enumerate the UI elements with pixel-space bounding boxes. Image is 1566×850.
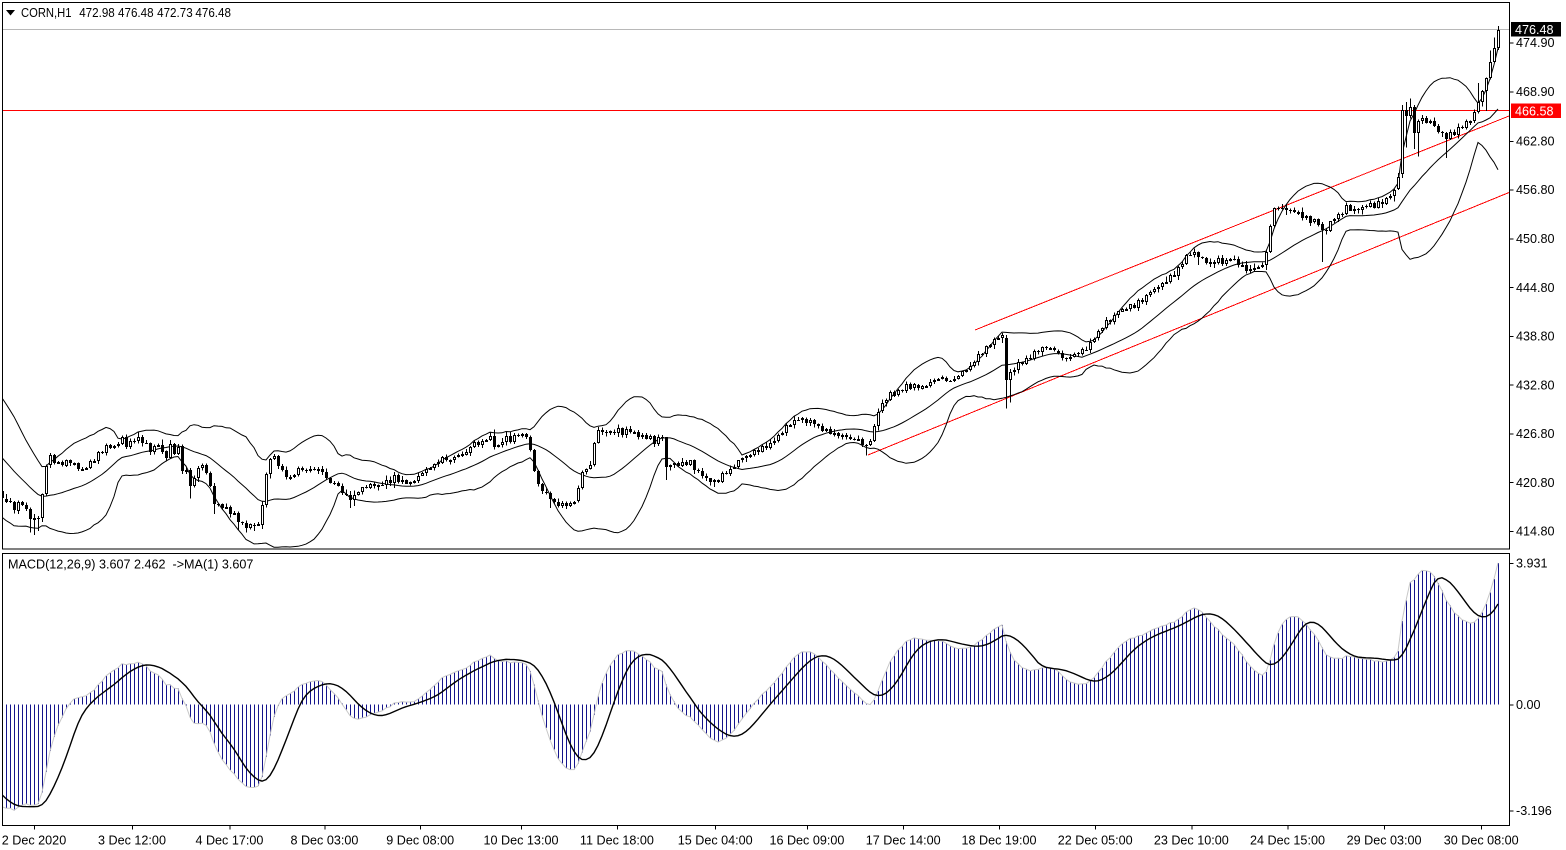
svg-text:3.931: 3.931 xyxy=(1516,557,1548,571)
svg-text:472.73: 472.73 xyxy=(157,6,193,20)
svg-text:8 Dec 03:00: 8 Dec 03:00 xyxy=(290,834,358,848)
svg-text:11 Dec 18:00: 11 Dec 18:00 xyxy=(580,834,654,848)
svg-text:438.80: 438.80 xyxy=(1516,330,1555,344)
svg-text:16 Dec 09:00: 16 Dec 09:00 xyxy=(769,834,844,848)
svg-text:450.80: 450.80 xyxy=(1516,232,1555,246)
svg-text:4 Dec 17:00: 4 Dec 17:00 xyxy=(195,834,263,848)
svg-text:22 Dec 05:00: 22 Dec 05:00 xyxy=(1058,834,1133,848)
svg-text:426.80: 426.80 xyxy=(1516,427,1555,441)
svg-text:30 Dec 08:00: 30 Dec 08:00 xyxy=(1444,834,1519,848)
svg-text:9 Dec 08:00: 9 Dec 08:00 xyxy=(386,834,454,848)
svg-text:476.48: 476.48 xyxy=(118,6,154,20)
svg-text:456.80: 456.80 xyxy=(1516,183,1555,197)
svg-text:420.80: 420.80 xyxy=(1516,476,1555,490)
svg-text:10 Dec 13:00: 10 Dec 13:00 xyxy=(484,834,559,848)
svg-text:466.58: 466.58 xyxy=(1515,104,1554,118)
svg-text:0.00: 0.00 xyxy=(1516,698,1541,712)
svg-text:23 Dec 10:00: 23 Dec 10:00 xyxy=(1154,834,1229,848)
svg-text:24 Dec 15:00: 24 Dec 15:00 xyxy=(1250,834,1325,848)
svg-text:476.48: 476.48 xyxy=(195,6,231,20)
svg-text:444.80: 444.80 xyxy=(1516,281,1555,295)
svg-text:MACD(12,26,9) 3.607 2.462 ->M: MACD(12,26,9) 3.607 2.462 ->MA(1) 3.607 xyxy=(8,557,253,571)
svg-text:476.48: 476.48 xyxy=(1515,23,1554,37)
svg-text:3 Dec 12:00: 3 Dec 12:00 xyxy=(98,834,166,848)
svg-text:462.80: 462.80 xyxy=(1516,134,1555,148)
svg-text:17 Dec 14:00: 17 Dec 14:00 xyxy=(866,834,941,848)
svg-text:432.80: 432.80 xyxy=(1516,378,1555,392)
svg-text:472.98: 472.98 xyxy=(79,6,115,20)
svg-text:-3.196: -3.196 xyxy=(1516,804,1552,818)
svg-text:29 Dec 03:00: 29 Dec 03:00 xyxy=(1347,834,1422,848)
svg-text:414.80: 414.80 xyxy=(1516,525,1555,539)
svg-text:CORN,H1: CORN,H1 xyxy=(21,6,72,20)
svg-text:468.90: 468.90 xyxy=(1516,85,1555,99)
svg-text:2 Dec 2020: 2 Dec 2020 xyxy=(2,834,66,848)
svg-text:474.90: 474.90 xyxy=(1516,36,1555,50)
svg-text:18 Dec 19:00: 18 Dec 19:00 xyxy=(962,834,1037,848)
svg-text:15 Dec 04:00: 15 Dec 04:00 xyxy=(678,834,753,848)
